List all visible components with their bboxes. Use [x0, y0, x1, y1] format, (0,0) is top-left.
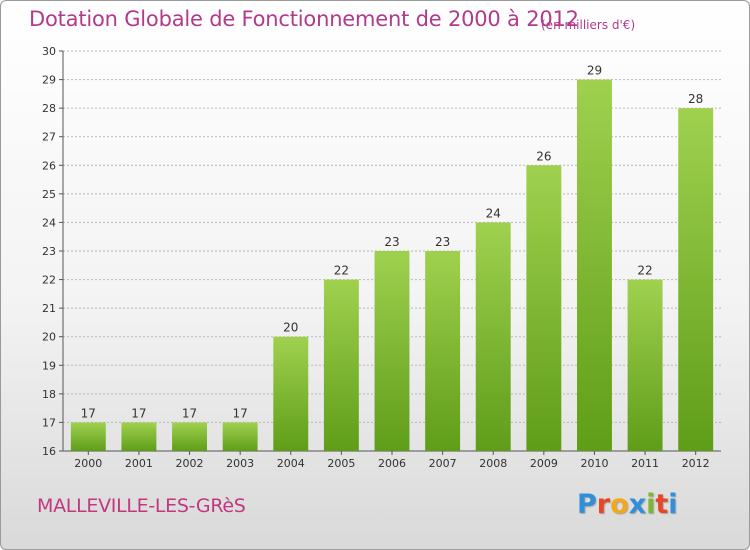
chart-title: Dotation Globale de Fonctionnement de 20…	[29, 7, 579, 31]
x-tick-label-2000: 2000	[74, 457, 102, 470]
x-tick-label-2006: 2006	[378, 457, 406, 470]
y-tick-label: 19	[42, 359, 56, 372]
y-tick-label: 23	[42, 245, 56, 258]
x-tick-label-2001: 2001	[125, 457, 153, 470]
y-tick-label: 30	[42, 45, 56, 58]
x-tick-label-2002: 2002	[176, 457, 204, 470]
value-label-2011: 22	[637, 264, 652, 278]
bar-2011	[627, 279, 663, 451]
municipality-name: MALLEVILLE-LES-GRèS	[37, 495, 246, 517]
bar-2008	[475, 222, 511, 451]
y-tick-label: 27	[42, 131, 56, 144]
proxiti-logo: Proxiti	[577, 489, 678, 520]
bar-2009	[526, 165, 562, 452]
logo-letter: i	[646, 489, 656, 520]
x-tick-label-2009: 2009	[530, 457, 558, 470]
x-tick-label-2011: 2011	[631, 457, 659, 470]
bars	[70, 79, 714, 452]
bar-2004	[273, 336, 309, 451]
value-label-2001: 17	[131, 406, 146, 420]
value-label-2009: 26	[536, 149, 551, 163]
bar-2001	[121, 422, 157, 451]
x-tick-label-2012: 2012	[682, 457, 710, 470]
x-tick-label-2010: 2010	[580, 457, 608, 470]
value-label-2008: 24	[486, 206, 501, 220]
value-label-2007: 23	[435, 235, 450, 249]
x-tick-label-2008: 2008	[479, 457, 507, 470]
bar-2007	[425, 251, 461, 451]
logo-letter: x	[628, 489, 647, 520]
x-tick-label-2005: 2005	[327, 457, 355, 470]
value-label-2004: 20	[283, 321, 298, 335]
y-tick-label: 20	[42, 331, 56, 344]
bar-2003	[222, 422, 258, 451]
bar-2002	[172, 422, 208, 451]
y-tick-label: 21	[42, 302, 56, 315]
x-tick-label-2007: 2007	[429, 457, 457, 470]
value-label-2000: 17	[81, 406, 96, 420]
y-tick-label: 25	[42, 188, 56, 201]
value-label-2003: 17	[233, 406, 248, 420]
x-tick-label-2003: 2003	[226, 457, 254, 470]
bar-2000	[70, 422, 106, 451]
chart-unit: (en milliers d'€)	[541, 18, 636, 32]
bar-2006	[374, 251, 410, 451]
logo-letter: P	[577, 489, 597, 520]
logo-letter: r	[596, 489, 611, 520]
y-tick-label: 17	[42, 416, 56, 429]
value-label-2012: 28	[688, 92, 703, 106]
y-tick-label: 29	[42, 74, 56, 87]
bar-2012	[678, 108, 714, 452]
labels: 16 17 18 19 20 21 22 23 24 25 26 27 28 29 30 17 2000 17 20…	[42, 45, 710, 470]
logo-letter: i	[668, 489, 678, 520]
bar-2010	[576, 79, 612, 452]
bar-2005	[323, 279, 359, 451]
y-tick-label: 24	[42, 216, 56, 229]
logo-letter: t	[655, 489, 669, 520]
y-tick-label: 28	[42, 102, 56, 115]
value-label-2010: 29	[587, 64, 602, 78]
y-tick-label: 18	[42, 388, 56, 401]
value-label-2005: 22	[334, 264, 349, 278]
y-tick-label: 16	[42, 445, 56, 458]
y-tick-label: 22	[42, 274, 56, 287]
y-tick-label: 26	[42, 159, 56, 172]
value-label-2002: 17	[182, 406, 197, 420]
logo-letter: o	[610, 489, 629, 520]
value-label-2006: 23	[384, 235, 399, 249]
x-tick-label-2004: 2004	[277, 457, 305, 470]
